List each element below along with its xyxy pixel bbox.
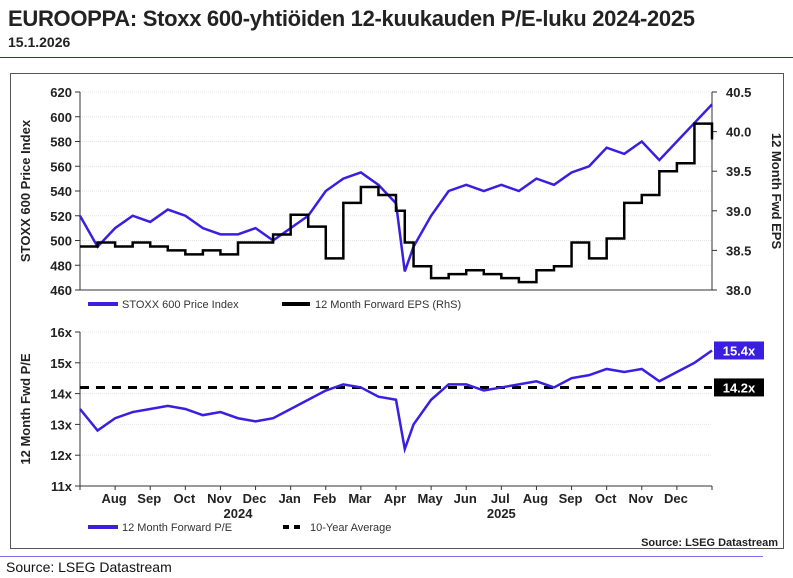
price-line — [78, 103, 713, 272]
pe-line — [79, 349, 713, 454]
x-tick-label: Nov — [628, 491, 653, 506]
y-axis-title: STOXX 600 Price Index — [18, 119, 33, 262]
y2-tick-label: 39.0 — [726, 204, 751, 219]
y-tick-label: 520 — [50, 209, 72, 224]
legend-label-avg: 10-Year Average — [310, 522, 391, 534]
y-axis-title: 12 Month Fwd P/E — [18, 353, 33, 465]
x-tick-label: Nov — [207, 491, 232, 506]
x-tick-label: Aug — [101, 491, 126, 506]
y2-tick-label: 38.0 — [726, 283, 751, 298]
y-tick-label: 13x — [50, 417, 72, 432]
y-tick-label: 560 — [50, 159, 72, 174]
y-tick-label: 580 — [50, 135, 72, 150]
legend-label-pe: 12 Month Forward P/E — [122, 522, 232, 534]
avg-value-badge — [714, 378, 764, 397]
legend-label-eps: 12 Month Forward EPS (RhS) — [315, 299, 461, 311]
y-tick-label: 14x — [50, 387, 72, 402]
legend-label-price: STOXX 600 Price Index — [122, 299, 239, 311]
x-tick-label: Dec — [243, 491, 267, 506]
chart-source: Source: LSEG Datastream — [641, 537, 778, 549]
y2-tick-label: 40.0 — [726, 125, 751, 140]
x-tick-label: Jan — [278, 491, 300, 506]
date-label: 15.1.2026 — [8, 34, 71, 50]
y-tick-label: 11x — [51, 479, 73, 494]
y2-tick-label: 39.5 — [726, 164, 751, 179]
eps-line — [80, 122, 714, 284]
y-tick-label: 460 — [50, 283, 72, 298]
last-value-badge — [714, 341, 764, 360]
y2-tick-label: 38.5 — [726, 243, 751, 258]
page-title: EUROOPPA: Stoxx 600-yhtiöiden 12-kuukaud… — [8, 6, 695, 31]
y-tick-label: 16x — [50, 325, 72, 340]
y-tick-label: 12x — [50, 448, 72, 463]
x-tick-label: Dec — [664, 491, 688, 506]
chart-frame — [10, 73, 784, 549]
x-tick-label: Jun — [454, 491, 477, 506]
year-label: 2024 — [224, 506, 254, 521]
y-tick-label: 15x — [50, 356, 72, 371]
divider — [0, 57, 793, 58]
x-tick-label: Oct — [595, 491, 617, 506]
x-tick-label: Mar — [348, 491, 371, 506]
x-tick-label: Sep — [137, 491, 161, 506]
last-value-label: 15.4x — [723, 343, 756, 358]
y2-axis-title: 12 Month Fwd EPS — [769, 133, 784, 250]
y-tick-label: 600 — [50, 110, 72, 125]
x-tick-label: Jul — [491, 491, 510, 506]
x-tick-label: May — [417, 491, 443, 506]
x-tick-label: Oct — [173, 491, 195, 506]
x-tick-label: Feb — [313, 491, 336, 506]
footer-source: Source: LSEG Datastream — [6, 559, 172, 575]
divider — [0, 556, 763, 557]
y-tick-label: 480 — [50, 258, 72, 273]
y-tick-label: 620 — [50, 85, 72, 100]
avg-value-label: 14.2x — [723, 380, 756, 395]
y-tick-label: 500 — [50, 234, 72, 249]
x-tick-label: Apr — [384, 491, 406, 506]
x-tick-label: Sep — [559, 491, 583, 506]
x-tick-label: Aug — [523, 491, 548, 506]
y-tick-label: 540 — [50, 184, 72, 199]
year-label: 2025 — [487, 506, 516, 521]
y2-tick-label: 40.5 — [726, 85, 751, 100]
